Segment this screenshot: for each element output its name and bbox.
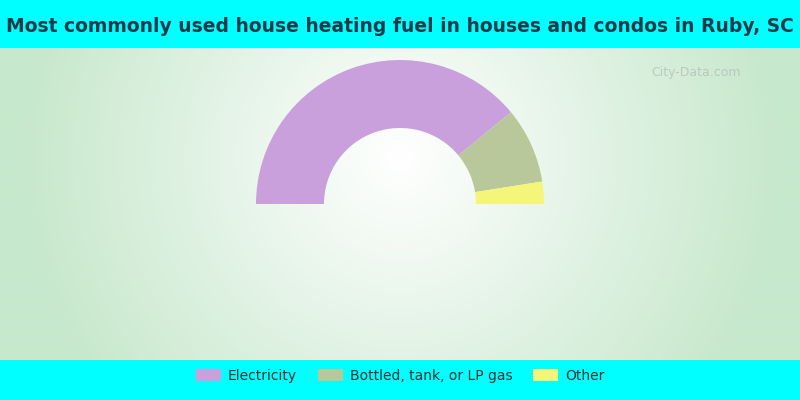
Wedge shape — [256, 60, 511, 204]
Text: Most commonly used house heating fuel in houses and condos in Ruby, SC: Most commonly used house heating fuel in… — [6, 17, 794, 36]
Text: City-Data.com: City-Data.com — [651, 66, 741, 80]
Wedge shape — [475, 182, 544, 204]
Wedge shape — [458, 112, 542, 192]
Legend: Electricity, Bottled, tank, or LP gas, Other: Electricity, Bottled, tank, or LP gas, O… — [190, 364, 610, 388]
